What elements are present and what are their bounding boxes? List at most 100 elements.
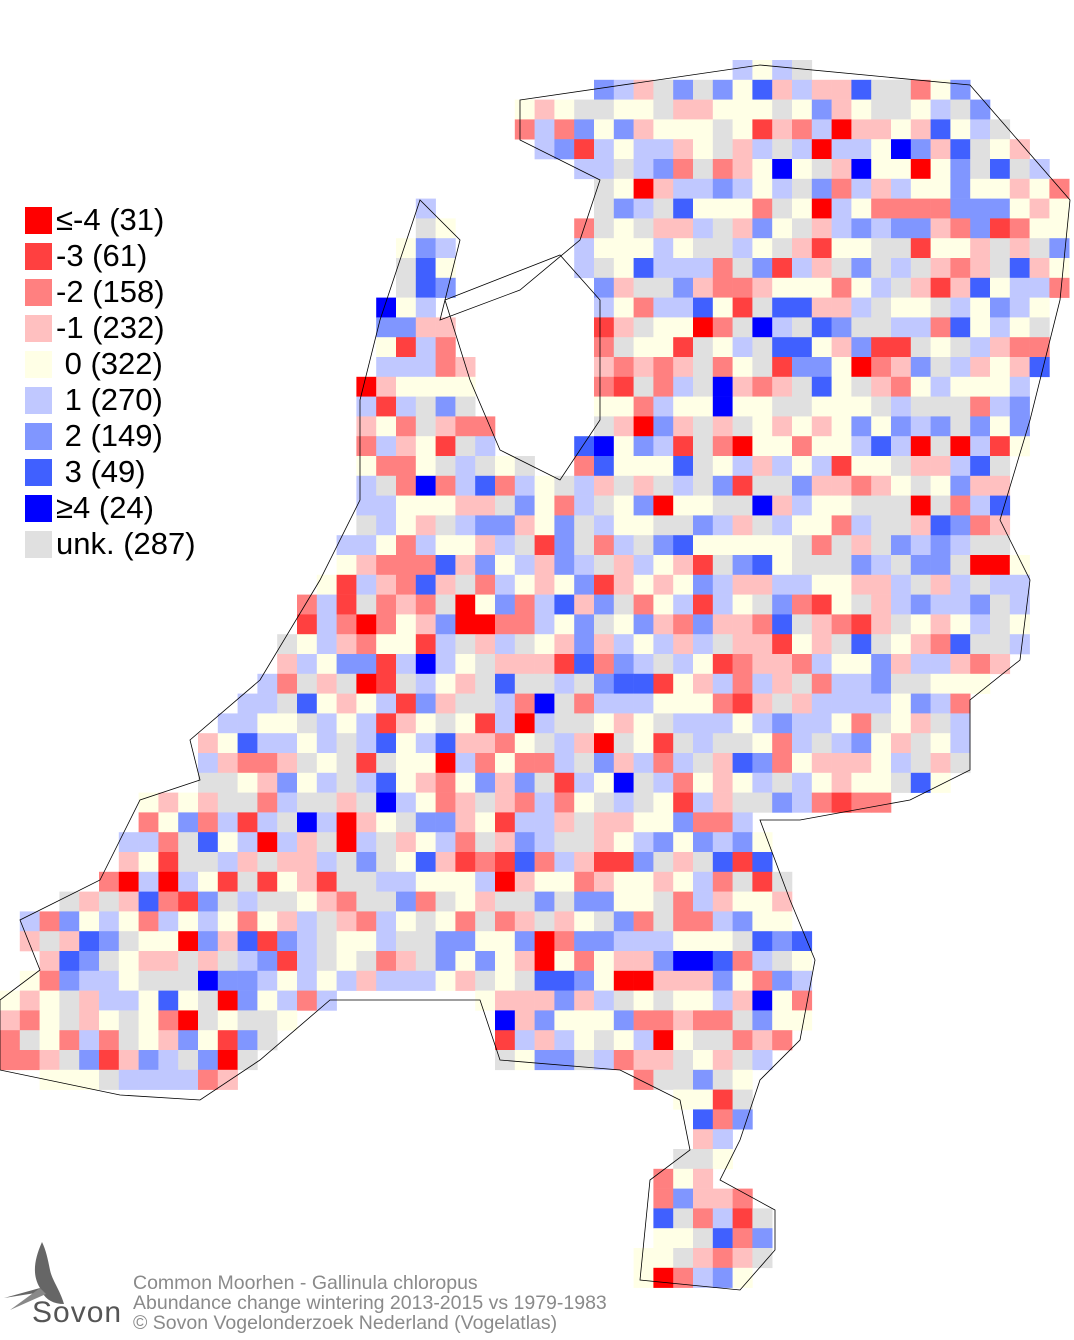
- legend-item-1: 1 (270): [25, 382, 196, 418]
- grid-cell: [633, 1050, 654, 1071]
- grid-cell: [1009, 416, 1030, 437]
- grid-cell: [495, 1010, 516, 1031]
- grid-cell: [19, 931, 40, 952]
- grid-cell: [792, 297, 813, 318]
- grid-cell: [673, 931, 694, 952]
- grid-cell: [990, 535, 1011, 556]
- grid-cell: [594, 495, 615, 516]
- grid-cell: [435, 891, 456, 912]
- grid-cell: [455, 376, 476, 397]
- grid-cell: [792, 951, 813, 972]
- grid-cell: [59, 1069, 80, 1090]
- grid-cell: [613, 970, 634, 991]
- grid-cell: [613, 139, 634, 160]
- grid-cell: [336, 772, 357, 793]
- grid-cell: [792, 772, 813, 793]
- grid-cell: [356, 951, 377, 972]
- grid-cell: [653, 693, 674, 714]
- grid-cell: [752, 1030, 773, 1051]
- grid-cell: [316, 812, 337, 833]
- grid-cell: [831, 515, 852, 536]
- grid-cell: [792, 495, 813, 516]
- grid-cell: [79, 1010, 100, 1031]
- grid-cell: [1049, 218, 1070, 239]
- grid-cell: [693, 258, 714, 279]
- grid-cell: [792, 1010, 813, 1031]
- grid-cell: [138, 871, 159, 892]
- grid-cell: [534, 594, 555, 615]
- grid-cell: [257, 1030, 278, 1051]
- grid-cell: [1009, 436, 1030, 457]
- grid-cell: [217, 951, 238, 972]
- grid-cell: [79, 911, 100, 932]
- grid-cell: [613, 475, 634, 496]
- grid-cell: [693, 178, 714, 199]
- grid-cell: [356, 772, 377, 793]
- grid-cell: [277, 733, 298, 754]
- grid-cell: [376, 475, 397, 496]
- grid-cell: [653, 79, 674, 100]
- grid-cell: [257, 832, 278, 853]
- grid-cell: [673, 396, 694, 417]
- grid-cell: [257, 970, 278, 991]
- grid-cell: [891, 673, 912, 694]
- grid-cell: [811, 178, 832, 199]
- grid-cell: [574, 238, 595, 259]
- grid-cell: [574, 535, 595, 556]
- grid-cell: [891, 772, 912, 793]
- grid-cell: [831, 198, 852, 219]
- grid-cell: [653, 515, 674, 536]
- grid-cell: [970, 119, 991, 140]
- grid-cell: [851, 475, 872, 496]
- grid-cell: [475, 673, 496, 694]
- grid-cell: [792, 238, 813, 259]
- legend-swatch: [25, 530, 52, 558]
- grid-cell: [574, 456, 595, 477]
- grid-cell: [871, 337, 892, 358]
- grid-cell: [514, 574, 535, 595]
- grid-cell: [99, 891, 120, 912]
- grid-cell: [495, 812, 516, 833]
- grid-cell: [1049, 277, 1070, 298]
- grid-cell: [653, 218, 674, 239]
- grid-cell: [613, 376, 634, 397]
- grid-cell: [752, 238, 773, 259]
- grid-cell: [891, 574, 912, 595]
- grid-cell: [990, 416, 1011, 437]
- grid-cell: [237, 990, 258, 1011]
- grid-cell: [653, 238, 674, 259]
- grid-cell: [396, 713, 417, 734]
- grid-cell: [376, 891, 397, 912]
- grid-cell: [277, 792, 298, 813]
- grid-cell: [633, 456, 654, 477]
- grid-cell: [950, 475, 971, 496]
- grid-cell: [257, 931, 278, 952]
- grid-cell: [316, 832, 337, 853]
- grid-cell: [831, 753, 852, 774]
- grid-cell: [752, 317, 773, 338]
- grid-cell: [673, 198, 694, 219]
- grid-cell: [158, 1010, 179, 1031]
- grid-cell: [891, 159, 912, 180]
- grid-cell: [653, 1208, 674, 1229]
- grid-cell: [712, 198, 733, 219]
- grid-cell: [554, 970, 575, 991]
- grid-cell: [792, 119, 813, 140]
- grid-cell: [455, 812, 476, 833]
- grid-cell: [613, 772, 634, 793]
- grid-cell: [475, 970, 496, 991]
- grid-cell: [534, 713, 555, 734]
- grid-cell: [930, 535, 951, 556]
- grid-cell: [613, 654, 634, 675]
- grid-cell: [594, 515, 615, 536]
- grid-cell: [435, 634, 456, 655]
- grid-cell: [752, 555, 773, 576]
- grid-cell: [356, 733, 377, 754]
- grid-cell: [594, 1010, 615, 1031]
- legend-swatch: [25, 206, 52, 234]
- grid-cell: [574, 990, 595, 1011]
- grid-cell: [475, 911, 496, 932]
- grid-cell: [158, 852, 179, 873]
- grid-cell: [792, 733, 813, 754]
- grid-cell: [772, 60, 793, 81]
